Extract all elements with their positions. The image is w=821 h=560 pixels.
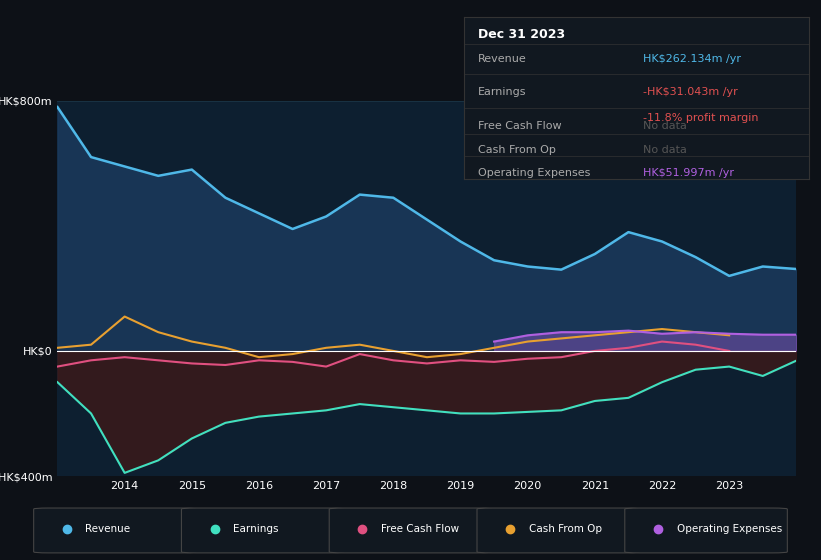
Text: -HK$31.043m /yr: -HK$31.043m /yr <box>643 87 738 97</box>
Text: Earnings: Earnings <box>478 87 526 97</box>
Text: HK$51.997m /yr: HK$51.997m /yr <box>643 168 734 178</box>
FancyBboxPatch shape <box>34 508 196 553</box>
Text: Cash From Op: Cash From Op <box>478 145 556 155</box>
Text: Operating Expenses: Operating Expenses <box>677 524 782 534</box>
Text: No data: No data <box>643 121 687 130</box>
Text: HK$262.134m /yr: HK$262.134m /yr <box>643 54 741 64</box>
Text: Earnings: Earnings <box>233 524 278 534</box>
Text: Operating Expenses: Operating Expenses <box>478 168 590 178</box>
Text: Revenue: Revenue <box>85 524 131 534</box>
FancyBboxPatch shape <box>181 508 344 553</box>
Text: Free Cash Flow: Free Cash Flow <box>478 121 562 130</box>
Text: No data: No data <box>643 145 687 155</box>
Text: Revenue: Revenue <box>478 54 526 64</box>
Text: -11.8% profit margin: -11.8% profit margin <box>643 113 759 123</box>
Text: Dec 31 2023: Dec 31 2023 <box>478 28 565 41</box>
FancyBboxPatch shape <box>477 508 640 553</box>
Text: Free Cash Flow: Free Cash Flow <box>381 524 459 534</box>
FancyBboxPatch shape <box>625 508 787 553</box>
Text: Cash From Op: Cash From Op <box>529 524 602 534</box>
FancyBboxPatch shape <box>329 508 492 553</box>
